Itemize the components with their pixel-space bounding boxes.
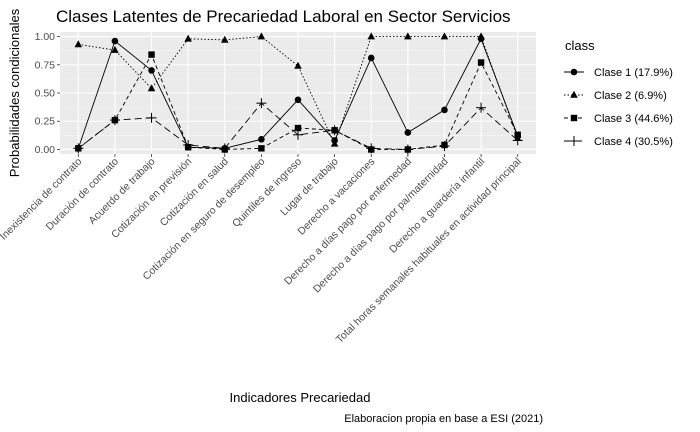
data-point-triangle [111,45,119,53]
data-point-triangle [440,32,449,40]
data-point-plus [256,98,267,109]
legend-item-2: Clase 2 (6.9%) [564,90,667,102]
data-point-triangle [570,90,578,98]
chart-title: Clases Latentes de Precariedad Laboral e… [56,7,511,26]
data-point-circle [148,67,155,74]
data-point-triangle [147,84,156,92]
y-tick-label: 0.50 [35,88,56,100]
chart-caption: Elaboracion propia en base a ESI (2021) [344,413,543,425]
data-point-plus [402,144,413,155]
legend-label: Clase 1 (17.9%) [594,67,673,79]
data-point-square [570,114,578,122]
y-tick-label: 0.75 [35,59,56,71]
data-point-circle [441,106,448,114]
legend: class Clase 1 (17.9%) Clase 2 (6.9%) Clase… [564,38,673,148]
series-group [73,32,523,155]
data-point-plus [329,125,340,136]
legend-item-4: Clase 4 (30.5%) [564,136,673,148]
x-tick-label: Derecho a días pago por pa/maternidad [311,156,451,296]
data-point-plus [219,143,230,154]
data-point-plus [476,102,487,113]
data-point-plus [73,143,84,154]
data-point-circle [570,68,578,76]
data-point-square [294,124,302,132]
data-point-plus [439,141,450,152]
series-4 [73,98,523,155]
data-point-triangle [221,35,229,43]
data-point-square [477,59,485,66]
data-point-triangle [294,61,302,69]
data-point-plus [293,129,303,140]
series-2 [74,32,522,147]
x-axis-title: Indicadores Precariedad [230,390,371,405]
data-point-plus [146,112,157,123]
legend-item-1: Clase 1 (17.9%) [564,67,673,79]
y-axis-title: Probabilidades condicionales [7,8,22,177]
data-point-plus [183,139,194,150]
x-tick-label: Cotización en salud [158,156,231,229]
data-point-plus [569,136,579,146]
data-point-triangle [184,34,192,42]
data-point-triangle [74,40,83,48]
data-point-plus [366,143,377,154]
data-point-triangle [404,32,412,40]
data-point-plus [109,115,120,126]
x-tick-label: Acuerdo de trabajo [86,156,157,227]
legend-item-3: Clase 3 (44.6%) [564,113,673,125]
legend-label: Clase 2 (6.9%) [594,90,667,102]
y-tick-label: 1.00 [35,31,56,43]
legend-title: class [565,38,595,53]
data-point-circle [111,37,119,45]
y-tick-label: 0.25 [35,116,56,128]
data-point-triangle [477,32,485,40]
data-point-circle [367,54,375,62]
data-point-square [514,131,521,138]
grid-lines [60,32,536,154]
data-point-triangle [330,139,339,147]
data-point-plus [512,135,523,146]
data-point-triangle [367,32,375,40]
y-tick-label: 0.00 [35,144,56,156]
data-point-circle [258,136,265,143]
legend-label: Clase 4 (30.5%) [594,136,673,148]
data-point-triangle [257,32,266,40]
x-tick-label: Quintiles de ingreso [230,156,304,230]
data-point-circle [404,129,412,136]
data-point-circle [294,96,302,104]
data-point-square [258,145,265,152]
data-point-square [148,51,155,58]
legend-label: Clase 3 (44.6%) [594,113,673,125]
y-axis: 0.00 0.25 0.50 0.75 1.00 [35,31,60,156]
